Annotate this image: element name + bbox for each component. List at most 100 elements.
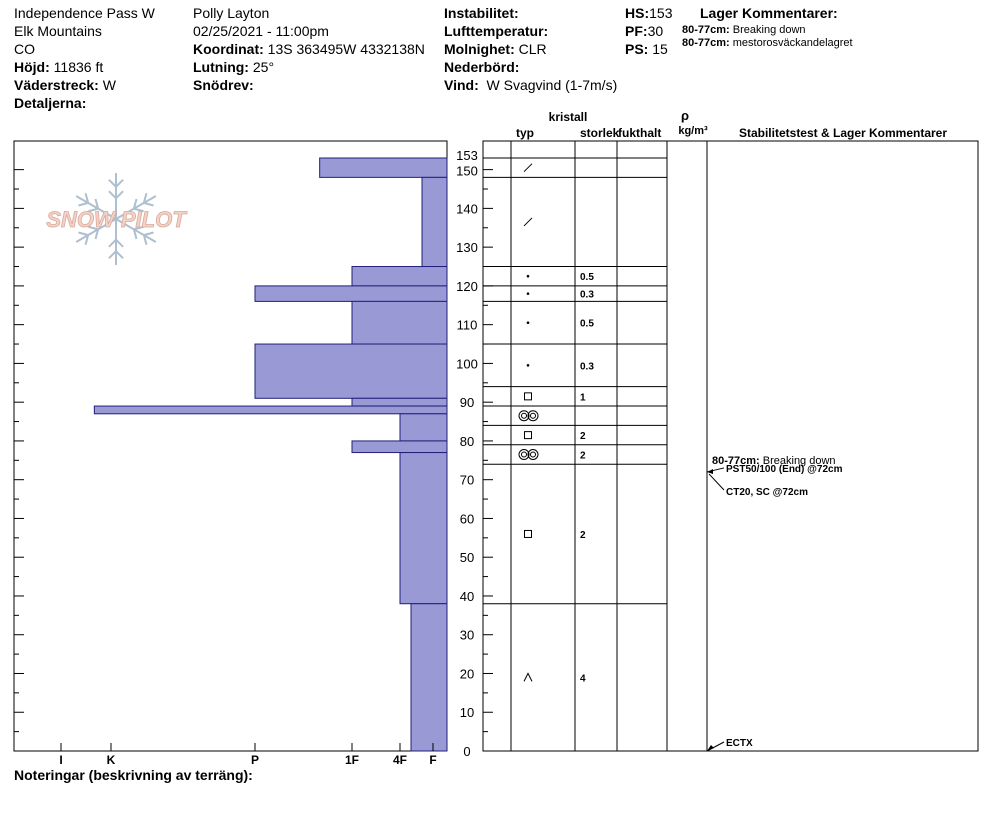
pf-label: PF:: [625, 23, 648, 39]
snowflake-branch: [108, 250, 117, 259]
type-header: typ: [516, 126, 534, 140]
grain-symbol-facet: [524, 392, 532, 401]
slope-row: Lutning: 25°: [193, 58, 274, 76]
instability-label: Instabilitet:: [444, 5, 519, 21]
grain-symbol-melt: [521, 451, 527, 458]
hardness-bar: [351, 397, 448, 407]
snowflake-branch: [115, 238, 124, 248]
snowflake-branch: [142, 234, 148, 246]
stability-test-pst: PST50/100 (End) @72cm: [726, 464, 843, 475]
hardness-bar: [351, 440, 448, 454]
snowflake-branch: [133, 207, 144, 213]
depth-tick-label: 60: [460, 511, 474, 526]
hardness-bar: [351, 266, 448, 287]
hardness-tick-label: 4F: [393, 753, 407, 767]
density-unit-header: kg/m³: [678, 125, 708, 137]
snowflake-branch: [78, 201, 89, 207]
snowflake-branch: [84, 234, 90, 246]
stability-header: Stabilitetstest & Lager Kommentarer: [739, 126, 947, 140]
depth-tick-label: 70: [460, 473, 474, 488]
grain-symbol-melt: [530, 451, 536, 458]
grain-symbol-melt: [527, 449, 539, 460]
snowflake-branch: [108, 190, 117, 200]
drift-label: Snödrev:: [193, 77, 254, 93]
hardness-bar: [254, 343, 448, 399]
snowflake-arm: [115, 195, 157, 220]
drift-row: Snödrev:: [193, 76, 254, 94]
ps-value: 15: [652, 41, 668, 57]
elevation-row: Höjd: 11836 ft: [14, 58, 103, 76]
grain-size-value: 0.5: [580, 272, 594, 283]
depth-tick-label: 40: [460, 589, 474, 604]
test-arrowhead: [707, 468, 713, 474]
grain-symbol-round: [526, 292, 530, 295]
grain-size-value: 0.5: [580, 319, 594, 330]
snowflake-arm: [115, 218, 157, 243]
aspect-value: W: [102, 77, 116, 93]
depth-tick-label: 150: [456, 164, 478, 179]
observation-datetime: 02/25/2021 - 11:00pm: [193, 23, 329, 39]
wind-row: Vind: W Svagvind (1-7m/s): [444, 76, 617, 94]
snowflake-branch: [84, 192, 90, 204]
layer-comment-1-range: 80-77cm:: [682, 24, 730, 36]
depth-tick-label: 100: [456, 356, 478, 371]
coordinate-row: Koordinat: 13S 363495W 4332138N: [193, 40, 425, 58]
grain-size-value: 2: [580, 451, 586, 462]
depth-tick-label: 90: [460, 395, 474, 410]
depth-tick-label: 50: [460, 550, 474, 565]
grain-symbol-precip: [523, 217, 533, 227]
hs-row: HS:153: [625, 4, 672, 22]
instability-row: Instabilitet:: [444, 4, 519, 22]
grain-size-value: 2: [580, 431, 586, 442]
snowflake-branch: [115, 179, 124, 188]
airtemp-label: Lufttemperatur:: [444, 23, 549, 39]
hardness-tick-label: F: [429, 753, 436, 767]
logo-text: SNOW PILOT: [46, 207, 187, 232]
grain-symbol-round: [526, 364, 530, 367]
grain-symbol-round: [526, 321, 530, 325]
hardness-tick-label: P: [251, 753, 259, 767]
sky-value: CLR: [518, 41, 547, 57]
grain-rows: 0.5 0.3 0.5 0.3 1 2 2 2 4: [483, 157, 667, 752]
layer-comment-1: 80-77cm: Breaking down: [682, 24, 806, 37]
mountain-range: Elk Mountains: [14, 23, 102, 39]
hardness-bar: [421, 176, 448, 268]
snowflake-branch: [88, 207, 99, 213]
depth-tick-label: 140: [456, 201, 478, 216]
grain-symbol-depth-hoar: [523, 672, 533, 682]
hardness-bar: [351, 300, 448, 345]
hardness-bar: [254, 285, 448, 302]
precip-row: Nederbörd:: [444, 58, 519, 76]
state: CO: [14, 41, 35, 57]
layer-comment-2-range: 80-77cm:: [682, 37, 730, 49]
layer-comments-title: Lager Kommentarer:: [700, 5, 838, 21]
snowflake-branch: [94, 198, 100, 209]
coord-label: Koordinat:: [193, 41, 264, 57]
elevation-label: Höjd:: [14, 59, 50, 75]
coord-value: 13S 363495W 4332138N: [267, 41, 425, 57]
crystal-header: kristall: [549, 110, 588, 124]
grain-table-frame: [482, 140, 979, 752]
layer-comment-1-text: Breaking down: [732, 24, 806, 36]
test-arrowhead: [707, 745, 714, 751]
depth-tick-label: 110: [457, 318, 478, 333]
snowflake-branch: [115, 190, 124, 200]
grain-size-value: 1: [580, 392, 586, 403]
sky-row: Molnighet: CLR: [444, 40, 547, 58]
test-pointer: [708, 473, 725, 491]
snowflake-branch: [108, 238, 117, 248]
hardness-bar: [399, 413, 448, 442]
snowflake-branch: [143, 231, 154, 237]
ps-row: PS: 15: [625, 40, 668, 58]
details-label: Detaljerna:: [14, 95, 87, 111]
hardness-tick-label: 1F: [345, 753, 359, 767]
hardness-axis: I K P 1F 4F F: [59, 743, 437, 767]
grain-symbol-melt: [518, 449, 530, 460]
snowflake-branch: [143, 201, 154, 207]
pf-value: 30: [647, 23, 664, 39]
depth-tick-label: 30: [460, 628, 474, 643]
airtemp-row: Lufttemperatur:: [444, 22, 548, 40]
snowflake-branch: [133, 225, 144, 231]
stability-comment: 80-77cm: Breaking down: [712, 455, 836, 467]
